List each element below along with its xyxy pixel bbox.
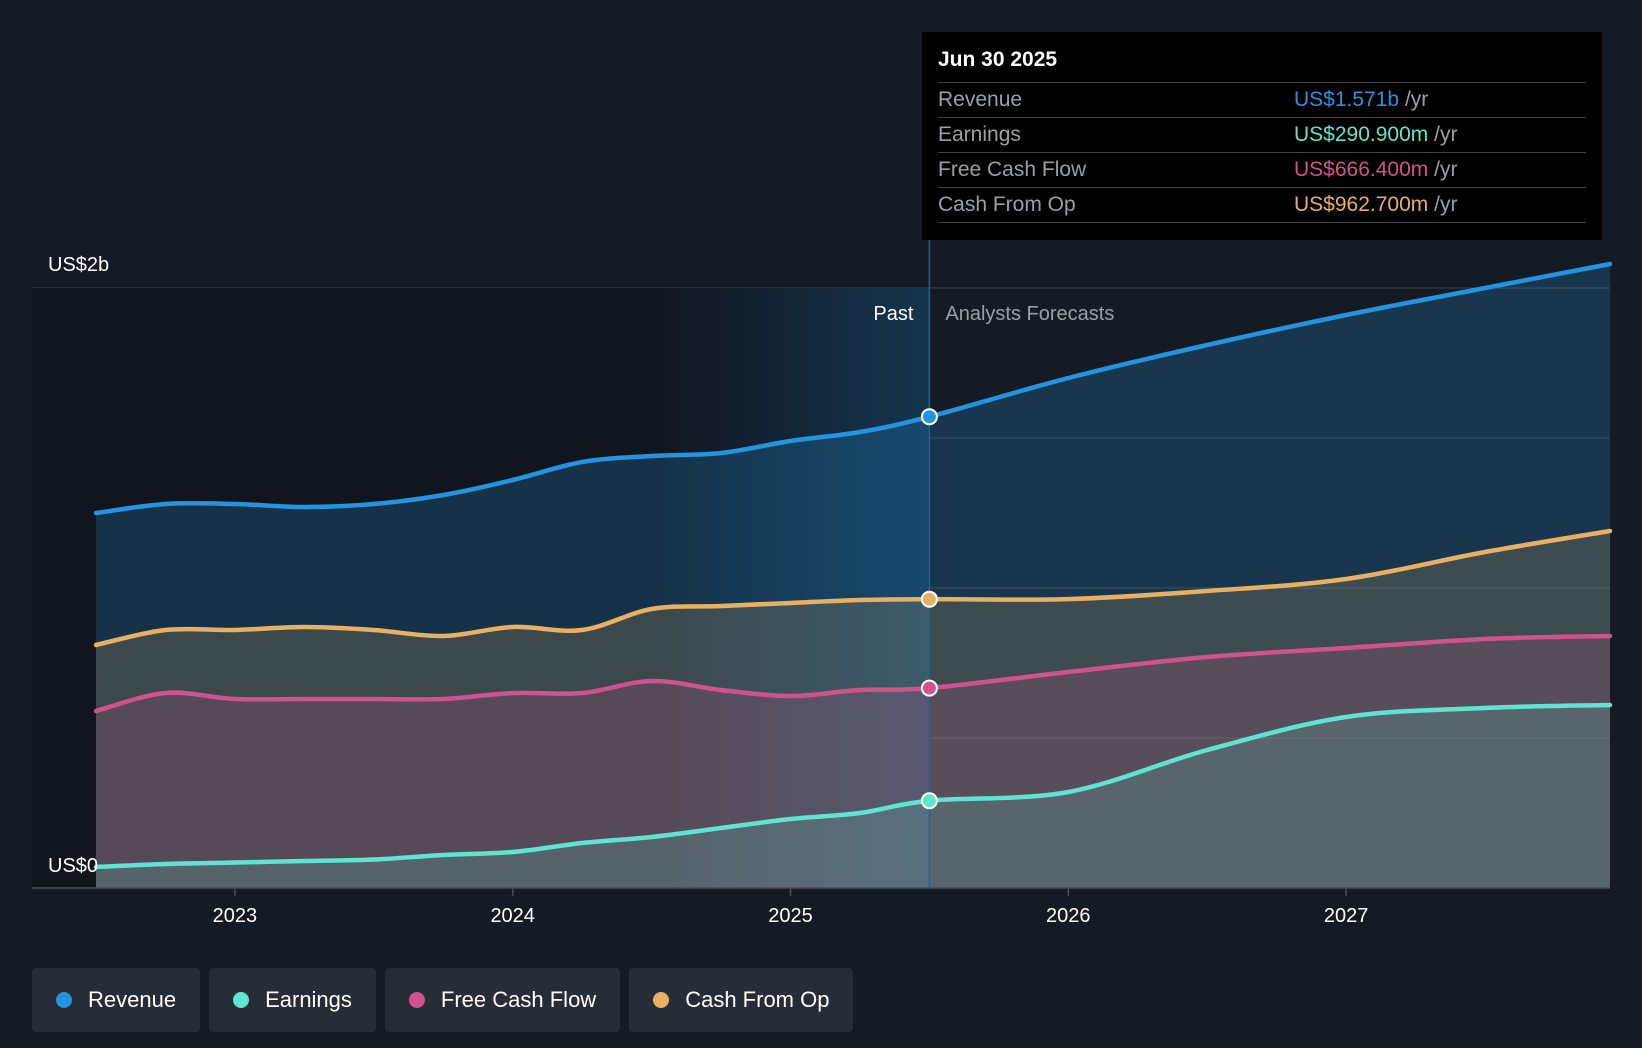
x-tick-label: 2024 (490, 905, 535, 927)
legend-dot-icon (408, 992, 425, 1008)
tooltip-row-free-cash-flow: Free Cash Flow US$666.400m /yr (938, 153, 1586, 188)
legend-item-free-cash-flow[interactable]: Free Cash Flow (384, 968, 621, 1032)
area-cash-from-op (96, 531, 1610, 888)
tooltip-label: Cash From Op (938, 193, 1076, 216)
series-line-revenue (93, 261, 1613, 516)
tooltip-value: US$1.571b /yr (1294, 88, 1429, 111)
area-earnings (96, 705, 1610, 888)
legend-dot-icon (653, 992, 670, 1008)
tooltip-value: US$666.400m /yr (1294, 158, 1458, 181)
y-axis-label-top: US$2b (48, 254, 109, 276)
series-line-free-cash-flow (93, 633, 1613, 714)
marker-free-cash-flow (920, 679, 938, 697)
legend-label: Earnings (265, 987, 352, 1012)
x-axis-ticks: 2023 2024 2025 2026 2027 (213, 888, 1369, 927)
tooltip-label: Revenue (938, 88, 1023, 111)
x-tick-label: 2025 (768, 905, 813, 927)
series-line-cash-from-op (93, 528, 1613, 648)
y-axis-label-bottom: US$0 (48, 855, 98, 877)
legend-dot-icon (56, 992, 72, 1008)
tooltip-label: Earnings (938, 123, 1021, 146)
x-tick-label: 2027 (1324, 905, 1369, 927)
area-free-cash-flow (96, 636, 1610, 888)
forecast-label: Analysts Forecasts (945, 303, 1114, 325)
marker-revenue (920, 408, 938, 426)
tooltip-rows: Revenue US$1.571b /yr Earnings US$290.90… (938, 82, 1586, 223)
tooltip-value: US$962.700m /yr (1294, 193, 1458, 216)
x-tick-label: 2026 (1046, 905, 1091, 927)
area-revenue (96, 264, 1610, 888)
tooltip-row-cash-from-op: Cash From Op US$962.700m /yr (938, 188, 1586, 223)
tooltip-row-earnings: Earnings US$290.900m /yr (938, 118, 1586, 153)
legend: Revenue Earnings Free Cash Flow Cash Fro… (32, 968, 854, 1032)
past-highlight-band (651, 288, 930, 888)
legend-item-revenue[interactable]: Revenue (32, 968, 201, 1032)
hover-markers (920, 408, 938, 810)
tooltip: Jun 30 2025 Revenue US$1.571b /yr Earnin… (922, 32, 1602, 240)
x-tick-label: 2023 (213, 905, 258, 927)
series-areas (96, 264, 1610, 888)
marker-earnings (920, 792, 938, 810)
legend-label: Revenue (88, 987, 177, 1012)
marker-cash-from-op (920, 590, 938, 608)
series-lines (93, 261, 1613, 870)
tooltip-label: Free Cash Flow (938, 158, 1087, 181)
series-line-earnings (93, 702, 1613, 870)
legend-item-cash-from-op[interactable]: Cash From Op (629, 968, 854, 1032)
legend-dot-icon (233, 992, 250, 1008)
past-label: Past (873, 303, 913, 325)
legend-label: Cash From Op (685, 987, 830, 1012)
legend-label: Free Cash Flow (440, 987, 597, 1012)
tooltip-row-revenue: Revenue US$1.571b /yr (938, 83, 1586, 118)
tooltip-date: Jun 30 2025 (938, 48, 1058, 71)
tooltip-value: US$290.900m /yr (1294, 123, 1458, 146)
legend-item-earnings[interactable]: Earnings (209, 968, 376, 1032)
